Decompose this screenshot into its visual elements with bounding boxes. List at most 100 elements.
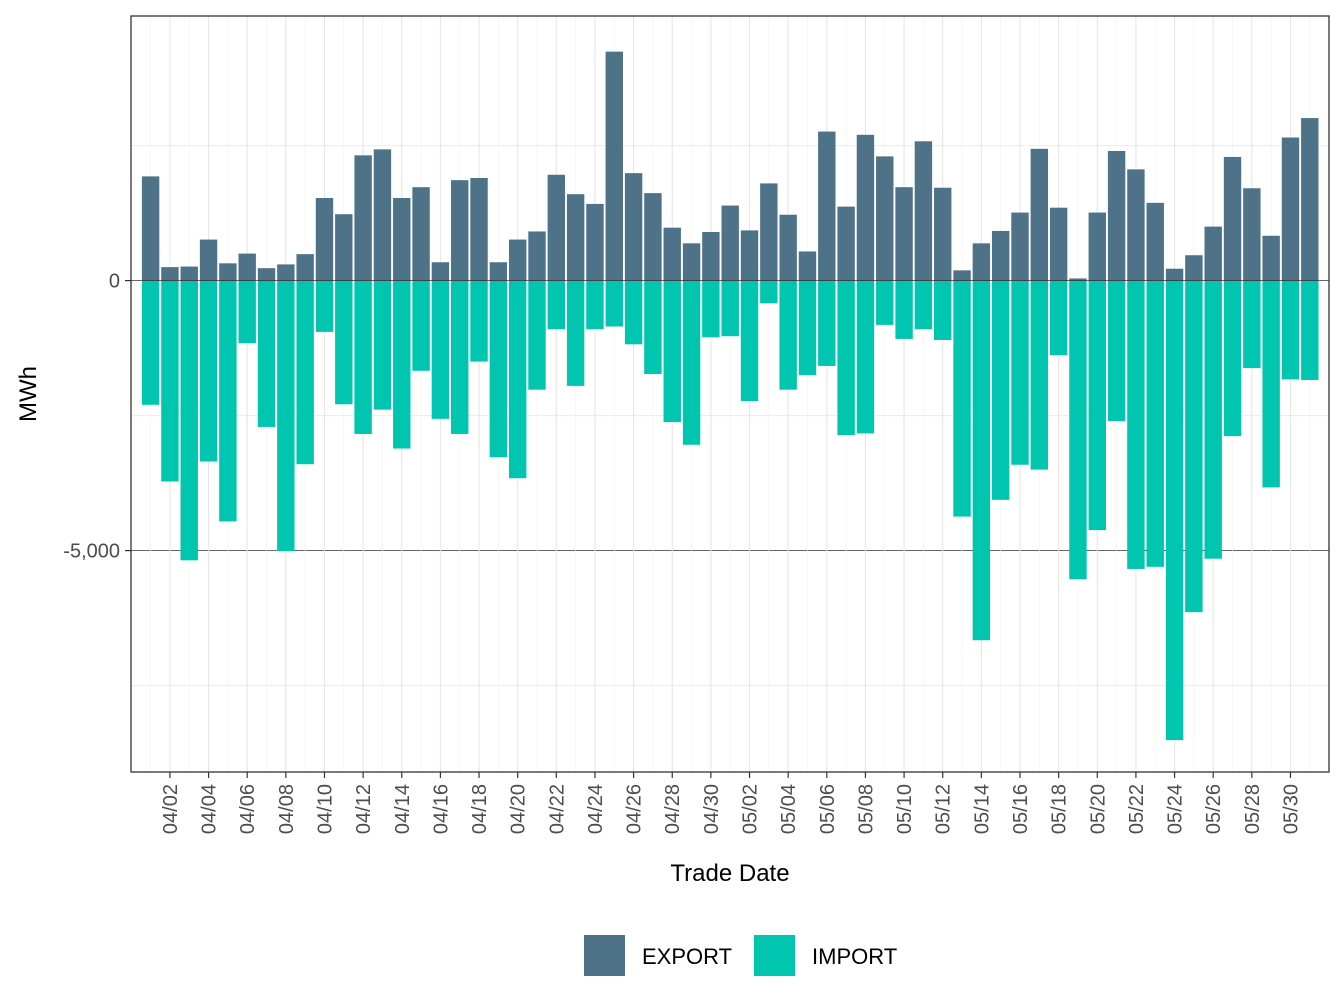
bar-import [354,280,372,434]
bar-import [1281,280,1300,380]
bar-import [335,280,353,405]
bar-import [798,280,817,376]
x-tick-label: 05/16 [1010,784,1032,834]
bar-import [412,280,430,371]
x-axis: 04/02 04/04 04/06 04/08 04/10 04/12 04/14 04/16… [160,772,1302,834]
bar-import [605,280,623,327]
bar-import [180,280,198,561]
x-tick-label: 04/26 [624,784,646,834]
bar-export [837,206,855,281]
bar-export [1185,255,1203,281]
bar-export [489,262,508,281]
bar-export [644,193,662,281]
bar-import [644,280,662,375]
bar-export [1030,148,1049,281]
x-tick-label: 05/12 [933,784,955,834]
bar-export [914,141,933,281]
bar-import [876,280,894,325]
bar-export [354,155,372,281]
x-tick-label: 04/18 [469,784,491,834]
y-tick-label: -5,000 [63,541,120,563]
bar-export [219,263,237,281]
bar-import [934,280,952,340]
bar-import [1107,280,1126,421]
bar-import [508,280,527,479]
bar-import [257,280,276,427]
bar-export [373,149,392,281]
x-tick-label: 04/20 [508,784,530,834]
bar-export [315,197,334,281]
bar-import [721,280,739,337]
bar-export [760,183,778,281]
bar-export [663,227,681,281]
legend: EXPORT IMPORT [584,935,897,976]
bar-import [1223,280,1242,437]
y-axis-title: MWh [15,366,42,422]
x-tick-label: 05/08 [855,784,877,834]
bar-export [199,239,218,281]
bar-import [199,280,218,462]
x-tick-label: 05/02 [740,784,762,834]
bar-import [1165,280,1184,741]
bar-export [1146,202,1164,281]
bar-export [161,267,179,281]
x-tick-label: 05/26 [1203,784,1225,834]
bar-export [1223,156,1242,281]
x-tick-label: 04/14 [392,784,414,834]
x-axis-title: Trade Date [670,860,789,887]
x-tick-label: 04/02 [160,784,182,834]
bar-export [895,187,913,281]
bar-export [238,253,256,281]
bar-import [856,280,875,434]
bar-import [277,280,295,552]
bar-export [335,214,353,281]
bar-export [953,270,971,281]
plot-panel-border [130,15,1330,773]
legend-label-import: IMPORT [812,944,897,969]
bar-import [1301,280,1319,380]
bar-import [141,280,160,405]
x-tick-label: 05/22 [1126,784,1148,834]
bar-export [798,251,817,281]
x-tick-label: 04/04 [199,784,221,834]
bar-import [296,280,314,465]
bar-import [682,280,701,445]
x-tick-label: 05/20 [1087,784,1109,834]
bar-import [161,280,179,482]
bar-import [760,280,778,304]
bar-export [431,262,450,281]
bar-export [1049,207,1068,281]
bar-import [1088,280,1106,531]
bar-export [1107,151,1126,281]
bar-import [566,280,585,386]
x-tick-label: 04/08 [276,784,298,834]
bar-import [1146,280,1164,567]
bars [141,51,1319,741]
legend-label-export: EXPORT [642,944,732,969]
bar-export [934,187,952,281]
bar-import [1185,280,1203,613]
bar-import [914,280,933,330]
bar-export [702,232,720,281]
bar-export [972,243,991,281]
bar-export [412,187,430,281]
bar-export [508,239,527,281]
bar-export [1088,212,1106,281]
bar-import [470,280,488,362]
bar-export [1204,226,1222,281]
y-axis: 0 -5,000 [63,271,131,563]
legend-key-export [584,935,625,976]
bar-import [547,280,566,330]
bar-export [682,243,701,281]
bar-import [431,280,450,419]
bar-import [528,280,546,390]
bar-import [624,280,643,345]
x-tick-label: 04/12 [353,784,375,834]
x-tick-label: 05/30 [1280,784,1302,834]
bar-import [991,280,1010,500]
bar-export [566,194,585,281]
bar-export [528,231,546,281]
bar-export [1281,137,1300,281]
bar-export [740,230,759,281]
bar-export [991,230,1010,281]
